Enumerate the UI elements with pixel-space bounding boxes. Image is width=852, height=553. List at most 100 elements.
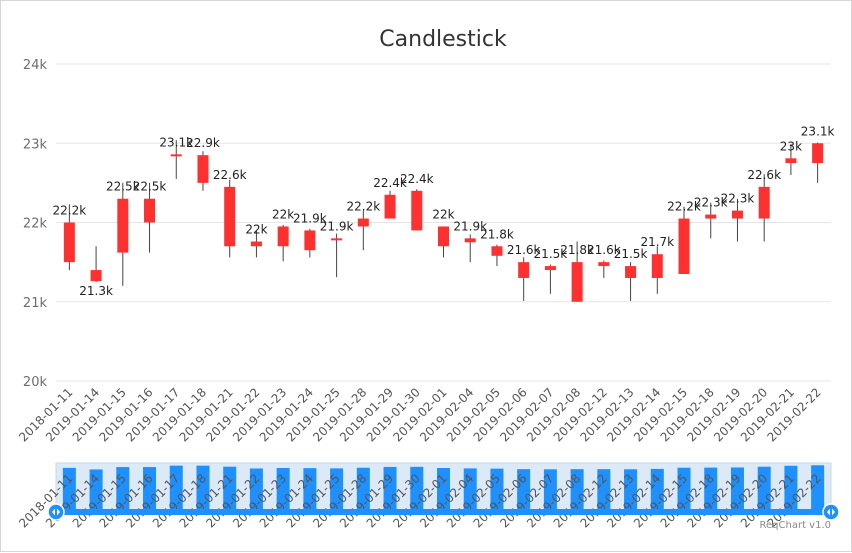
candle-body: [438, 226, 449, 247]
candle-body: [651, 254, 663, 278]
data-label: 21.8k: [560, 243, 594, 257]
candle[interactable]: [544, 264, 556, 294]
data-label: 23k: [780, 139, 802, 153]
x-axis: 2018-01-112019-01-142019-01-152019-01-16…: [16, 385, 823, 444]
zoom-preview-bar: [543, 469, 557, 509]
candle-body: [304, 230, 316, 251]
candle-body: [277, 226, 289, 247]
data-label: 22.5k: [106, 180, 140, 194]
data-label: 22.4k: [400, 172, 434, 186]
zoom-handle-left[interactable]: [47, 503, 65, 521]
data-label: 21.9k: [453, 219, 487, 233]
data-label: 22.5k: [133, 180, 167, 194]
y-axis: 20k 21k 22k 23k 24k: [23, 58, 48, 390]
candle-body: [144, 198, 156, 223]
zoom-preview-bar: [757, 466, 771, 509]
candle[interactable]: [812, 142, 824, 183]
candle[interactable]: [170, 140, 182, 179]
candle[interactable]: [90, 246, 102, 282]
data-label: 21.5k: [614, 247, 648, 261]
zoom-preview-bar: [116, 467, 130, 509]
candle[interactable]: [598, 260, 610, 278]
candle-body: [812, 143, 824, 164]
zoom-handle-right[interactable]: [822, 503, 840, 521]
candle[interactable]: [625, 262, 637, 301]
candle-body: [224, 186, 236, 247]
y-tick-label: 23k: [23, 137, 48, 152]
candle[interactable]: [758, 174, 770, 242]
drag-arrows-icon: [827, 508, 835, 516]
candle[interactable]: [250, 230, 262, 258]
candle[interactable]: [277, 224, 289, 262]
candle-body: [758, 186, 770, 219]
candle[interactable]: [357, 210, 369, 251]
candle[interactable]: [63, 204, 75, 271]
data-label: 22.6k: [213, 168, 247, 182]
candle[interactable]: [224, 179, 236, 258]
zoom-preview-bar: [597, 469, 611, 509]
candle[interactable]: [651, 246, 663, 294]
zoom-preview-bar: [650, 468, 664, 509]
data-label: 21.9k: [320, 219, 354, 233]
data-label: 21.8k: [480, 227, 514, 241]
zoom-preview-bar: [410, 466, 424, 509]
y-tick-label: 24k: [23, 58, 48, 73]
candle[interactable]: [304, 228, 316, 258]
candle[interactable]: [197, 151, 209, 191]
zoom-preview-bar: [62, 467, 76, 509]
candle-body: [357, 218, 369, 227]
candle[interactable]: [491, 244, 503, 267]
chart-title: Candlestick: [379, 27, 507, 52]
candle-body: [170, 154, 182, 157]
data-label: 22k: [245, 223, 267, 237]
candle[interactable]: [144, 182, 156, 253]
zoom-preview-bar: [249, 468, 263, 509]
candle-body: [197, 155, 209, 183]
candle[interactable]: [117, 182, 129, 286]
data-label: 21.6k: [587, 243, 621, 257]
zoom-preview-bar: [169, 465, 183, 509]
zoom-preview-bar: [517, 469, 531, 509]
data-labels: 22.2k21.3k22.5k22.5k23.1k22.9k22.6k22k22…: [53, 124, 835, 298]
candle[interactable]: [705, 202, 717, 239]
data-label: 22.2k: [667, 200, 701, 214]
candle-body: [250, 241, 262, 247]
candle-body: [705, 214, 717, 219]
candle-body: [731, 210, 743, 219]
candle-body: [117, 198, 129, 253]
candle[interactable]: [785, 144, 797, 175]
zoom-preview-bar: [196, 465, 210, 509]
candle-body: [678, 218, 690, 275]
data-label: 23.1k: [159, 135, 193, 149]
candle[interactable]: [518, 257, 530, 301]
zoom-preview-bar: [437, 468, 450, 509]
candle[interactable]: [571, 241, 583, 302]
candle[interactable]: [678, 206, 690, 275]
candle-body: [384, 194, 396, 219]
y-tick-label: 20k: [23, 375, 48, 390]
zoom-preview-bar: [811, 465, 825, 509]
candle-body: [785, 158, 797, 164]
data-label: 22.2k: [53, 204, 87, 218]
zoom-preview-bar: [143, 467, 157, 509]
zoom-preview-bar: [463, 468, 477, 509]
candle[interactable]: [384, 190, 396, 219]
zoom-preview-bar: [784, 465, 798, 509]
zoom-preview-bar: [89, 469, 103, 509]
candle[interactable]: [411, 189, 423, 231]
candle[interactable]: [438, 226, 449, 258]
zoom-preview-bar: [677, 467, 691, 509]
zoom-range-bar[interactable]: [56, 509, 831, 515]
candle-body: [571, 262, 583, 302]
candle[interactable]: [464, 234, 476, 263]
zoom-preview-bar: [330, 468, 344, 509]
zoom-preview-bar: [704, 467, 718, 509]
candle[interactable]: [731, 198, 743, 242]
zoom-preview-bar: [490, 468, 504, 509]
data-label: 22.3k: [721, 192, 755, 206]
candle[interactable]: [331, 233, 343, 278]
candle-body: [63, 222, 75, 263]
data-zoom-slider[interactable]: 2018-01-112019-01-142019-01-152019-01-16…: [16, 462, 840, 530]
